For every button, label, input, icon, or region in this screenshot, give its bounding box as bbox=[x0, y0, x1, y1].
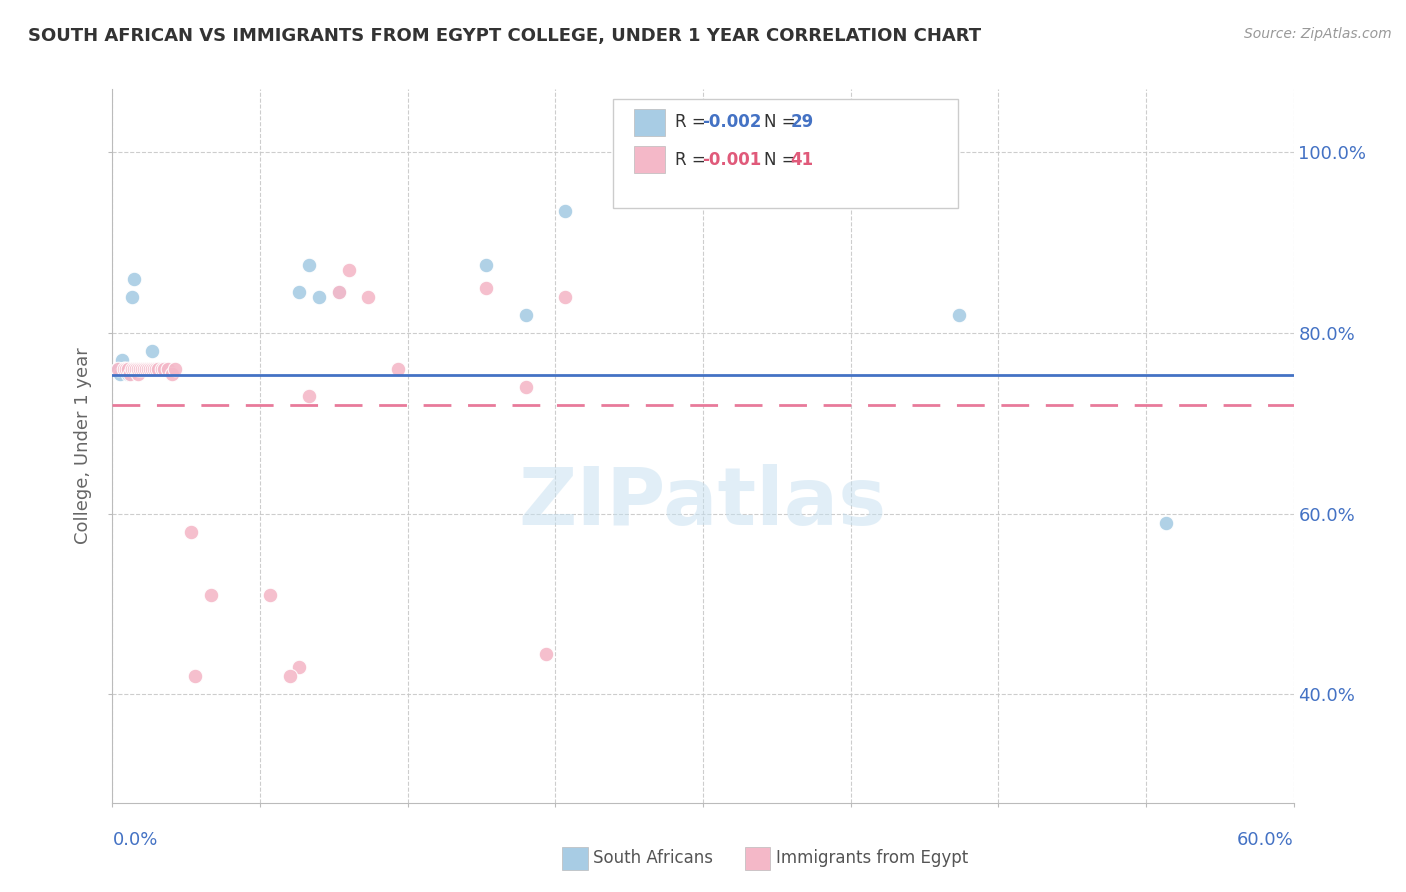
Point bbox=[127, 367, 149, 381]
Point bbox=[121, 362, 143, 376]
Text: R =: R = bbox=[675, 151, 711, 169]
Point bbox=[145, 362, 167, 376]
Point bbox=[115, 362, 138, 376]
Text: Source: ZipAtlas.com: Source: ZipAtlas.com bbox=[1244, 27, 1392, 41]
Point bbox=[288, 660, 311, 674]
Point bbox=[127, 362, 149, 376]
Point bbox=[117, 367, 139, 381]
Point bbox=[136, 362, 159, 376]
Point bbox=[132, 362, 155, 376]
Point bbox=[475, 281, 498, 295]
Point bbox=[534, 647, 557, 661]
Point bbox=[142, 362, 165, 376]
Point bbox=[139, 362, 162, 376]
Point bbox=[112, 362, 135, 376]
Point bbox=[308, 290, 330, 304]
Point bbox=[145, 362, 167, 376]
Point bbox=[150, 362, 173, 376]
Point bbox=[125, 362, 148, 376]
Point bbox=[298, 258, 321, 272]
Text: N =: N = bbox=[763, 151, 800, 169]
Text: Immigrants from Egypt: Immigrants from Egypt bbox=[776, 849, 969, 867]
Point bbox=[150, 362, 173, 376]
Point bbox=[288, 285, 311, 300]
Point bbox=[515, 308, 537, 322]
Point bbox=[298, 389, 321, 403]
Point bbox=[122, 362, 145, 376]
Text: 29: 29 bbox=[790, 113, 814, 131]
Point bbox=[122, 272, 145, 286]
Point bbox=[515, 380, 537, 394]
Point bbox=[135, 362, 157, 376]
Point bbox=[132, 362, 155, 376]
Text: 41: 41 bbox=[790, 151, 814, 169]
Point bbox=[131, 362, 153, 376]
Point bbox=[121, 290, 143, 304]
Point bbox=[112, 362, 135, 376]
Text: -0.001: -0.001 bbox=[702, 151, 761, 169]
Point bbox=[554, 290, 576, 304]
Text: 60.0%: 60.0% bbox=[1237, 831, 1294, 849]
Text: R =: R = bbox=[675, 113, 711, 131]
Point bbox=[1154, 516, 1177, 530]
Point bbox=[152, 362, 174, 376]
Text: SOUTH AFRICAN VS IMMIGRANTS FROM EGYPT COLLEGE, UNDER 1 YEAR CORRELATION CHART: SOUTH AFRICAN VS IMMIGRANTS FROM EGYPT C… bbox=[28, 27, 981, 45]
Point bbox=[146, 362, 169, 376]
Point bbox=[475, 258, 498, 272]
Point bbox=[117, 362, 139, 376]
Y-axis label: College, Under 1 year: College, Under 1 year bbox=[75, 348, 93, 544]
Point bbox=[731, 163, 754, 178]
Point bbox=[554, 204, 576, 219]
Point bbox=[184, 669, 207, 683]
Point bbox=[127, 362, 149, 376]
Point bbox=[110, 367, 132, 381]
Point bbox=[129, 362, 152, 376]
Point bbox=[131, 362, 153, 376]
Text: N =: N = bbox=[763, 113, 800, 131]
Point bbox=[107, 362, 129, 376]
Text: South Africans: South Africans bbox=[593, 849, 713, 867]
Point bbox=[125, 362, 148, 376]
Point bbox=[328, 285, 350, 300]
Point bbox=[129, 362, 152, 376]
Point bbox=[111, 353, 134, 368]
Text: -0.002: -0.002 bbox=[702, 113, 761, 131]
Point bbox=[120, 367, 142, 381]
Text: ZIPatlas: ZIPatlas bbox=[519, 464, 887, 542]
Point bbox=[948, 308, 970, 322]
Point bbox=[259, 588, 281, 602]
Point bbox=[278, 669, 301, 683]
Point bbox=[328, 285, 350, 300]
Point bbox=[139, 362, 162, 376]
Point bbox=[135, 362, 157, 376]
Point bbox=[107, 362, 129, 376]
Point bbox=[141, 344, 163, 359]
Point bbox=[156, 362, 179, 376]
Point bbox=[387, 362, 409, 376]
Point bbox=[136, 362, 159, 376]
Point bbox=[141, 362, 163, 376]
Point bbox=[160, 367, 183, 381]
Point bbox=[120, 362, 142, 376]
Point bbox=[180, 524, 202, 539]
Point bbox=[200, 588, 222, 602]
Text: 0.0%: 0.0% bbox=[112, 831, 157, 849]
Point bbox=[337, 263, 360, 277]
Point bbox=[165, 362, 187, 376]
Point bbox=[357, 290, 380, 304]
